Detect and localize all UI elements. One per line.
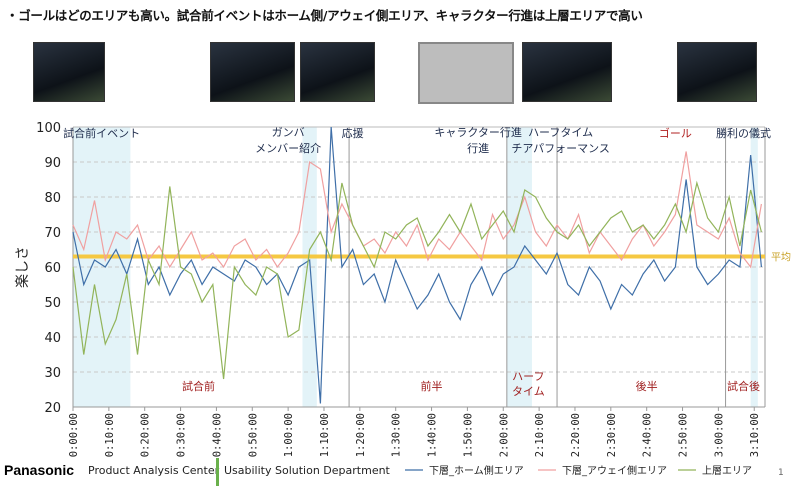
y-tick-label: 20 — [44, 401, 61, 416]
footer-dept1: Product Analysis Center — [88, 464, 220, 477]
event-annotation: キャラクター行進 — [434, 126, 522, 139]
x-tick-label: 0:00:00 — [68, 413, 80, 457]
series-line-3 — [72, 180, 762, 380]
x-tick-label: 1:10:00 — [319, 413, 331, 457]
legend-label: 下層_アウェイ側エリア — [562, 464, 667, 477]
x-tick-label: 1:50:00 — [462, 413, 474, 457]
thumbnail-cheering — [300, 42, 375, 102]
event-annotation-line2: チアパフォーマンス — [511, 142, 610, 155]
footer-dept2: Usability Solution Department — [224, 464, 390, 477]
y-tick-label: 90 — [44, 156, 61, 171]
x-tick-label: 0:40:00 — [211, 413, 223, 457]
y-axis-label: 楽しさ — [15, 246, 31, 288]
x-tick-label: 3:00:00 — [713, 413, 725, 457]
phase-label: 前半 — [421, 379, 443, 393]
phase-label-line2: タイム — [512, 385, 545, 398]
thumbnail-member-intro — [210, 42, 295, 102]
y-tick-label: 80 — [44, 191, 61, 206]
series-line-1 — [72, 126, 763, 404]
event-annotation: ゴール — [659, 126, 692, 140]
page-number: 1 — [778, 468, 784, 478]
x-tick-label: 2:30:00 — [606, 413, 618, 457]
y-tick-label: 100 — [36, 121, 61, 136]
thumbnail-cheer-performance — [522, 42, 612, 102]
legend-label: 下層_ホーム側エリア — [429, 464, 524, 477]
highlight-range — [506, 127, 532, 407]
event-annotation: 勝利の儀式 — [716, 126, 771, 140]
y-tick-label: 50 — [44, 296, 61, 311]
x-tick-label: 1:20:00 — [355, 413, 367, 457]
y-tick-label: 40 — [44, 331, 61, 346]
y-tick-label: 60 — [44, 261, 61, 276]
event-annotation-line2: 行進 — [467, 142, 489, 155]
event-annotation: 試合前イベント — [63, 126, 140, 140]
phase-label: 試合後 — [727, 379, 760, 393]
x-tick-label: 0:10:00 — [104, 413, 116, 457]
x-tick-label: 1:00:00 — [283, 413, 295, 457]
thumbnail-pre-match-event — [33, 42, 105, 102]
x-tick-label: 2:40:00 — [642, 413, 654, 457]
x-tick-label: 1:40:00 — [427, 413, 439, 457]
slide-title: ・ゴールはどのエリアも高い。試合前イベントはホーム側/アウェイ側エリア、キャラク… — [6, 8, 643, 23]
series-line-2 — [72, 151, 763, 269]
phase-label: ハーフ — [512, 370, 544, 383]
event-annotation: ガンバ — [272, 126, 305, 139]
x-tick-label: 2:10:00 — [534, 413, 546, 457]
y-tick-label: 30 — [44, 366, 61, 381]
x-tick-label: 2:20:00 — [570, 413, 582, 457]
brand-logo: Panasonic — [4, 462, 75, 478]
x-tick-label: 2:50:00 — [678, 413, 690, 457]
x-tick-label: 2:00:00 — [498, 413, 510, 457]
footer-divider — [216, 458, 219, 486]
phase-label: 試合前 — [182, 379, 215, 393]
legend-label: 上層エリア — [702, 465, 752, 477]
thumbnail-victory-ceremony — [677, 42, 757, 102]
x-tick-label: 0:30:00 — [176, 413, 188, 457]
x-tick-label: 3:10:00 — [749, 413, 761, 457]
y-tick-label: 70 — [44, 226, 61, 241]
phase-label: 後半 — [636, 379, 658, 393]
event-annotation: ハーフタイム — [528, 126, 593, 139]
event-annotation: 応援 — [342, 126, 364, 140]
average-label: 平均 — [771, 252, 791, 264]
x-tick-label: 1:30:00 — [391, 413, 403, 457]
thumbnail-character-parade — [418, 42, 514, 104]
x-tick-label: 0:20:00 — [140, 413, 152, 457]
x-tick-label: 0:50:00 — [247, 413, 259, 457]
event-annotation-line2: メンバー紹介 — [255, 142, 321, 155]
